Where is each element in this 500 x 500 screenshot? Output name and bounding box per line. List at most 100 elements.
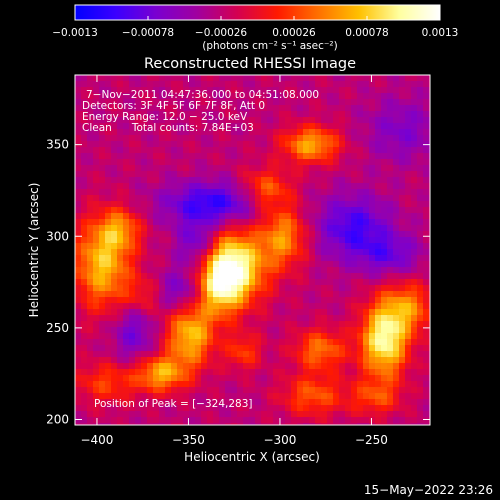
heatmap-cell — [87, 339, 94, 346]
heatmap-cell — [387, 345, 394, 352]
heatmap-cell — [309, 291, 316, 298]
heatmap-cell — [129, 159, 136, 166]
heatmap-cell — [213, 369, 220, 376]
heatmap-cell — [369, 351, 376, 358]
heatmap-cell — [411, 387, 418, 394]
heatmap-cell — [369, 111, 376, 118]
heatmap-cell — [123, 141, 130, 148]
heatmap-cell — [153, 171, 160, 178]
heatmap-cell — [267, 165, 274, 172]
heatmap-cell — [261, 417, 268, 424]
heatmap-cell — [345, 411, 352, 418]
heatmap-cell — [141, 141, 148, 148]
heatmap-cell — [387, 375, 394, 382]
heatmap-cell — [279, 267, 286, 274]
heatmap-cell — [381, 417, 388, 424]
heatmap-cell — [261, 357, 268, 364]
heatmap-cell — [309, 339, 316, 346]
heatmap-cell — [81, 165, 88, 172]
heatmap-cell — [411, 99, 418, 106]
heatmap-cell — [135, 189, 142, 196]
heatmap-cell — [327, 423, 334, 426]
heatmap-cell — [261, 369, 268, 376]
heatmap-cell — [249, 315, 256, 322]
heatmap-cell — [315, 339, 322, 346]
heatmap-cell — [135, 147, 142, 154]
heatmap-cell — [213, 375, 220, 382]
heatmap-cell — [321, 303, 328, 310]
heatmap-cell — [327, 261, 334, 268]
heatmap-cell — [303, 369, 310, 376]
heatmap-cell — [219, 279, 226, 286]
heatmap-cell — [213, 291, 220, 298]
heatmap-cell — [327, 297, 334, 304]
heatmap-cell — [87, 93, 94, 100]
heatmap-cell — [255, 339, 262, 346]
heatmap-cell — [363, 141, 370, 148]
heatmap-cell — [363, 249, 370, 256]
heatmap-cell — [183, 219, 190, 226]
heatmap-cell — [135, 165, 142, 172]
heatmap-cell — [111, 339, 118, 346]
heatmap-cell — [291, 135, 298, 142]
heatmap-cell — [345, 153, 352, 160]
heatmap-cell — [75, 393, 82, 400]
heatmap-cell — [285, 213, 292, 220]
heatmap-cell — [117, 285, 124, 292]
heatmap-cell — [261, 123, 268, 130]
heatmap-cell — [351, 399, 358, 406]
heatmap-cell — [297, 117, 304, 124]
heatmap-cell — [297, 363, 304, 370]
heatmap-cell — [123, 195, 130, 202]
heatmap-cell — [129, 375, 136, 382]
heatmap-cell — [309, 81, 316, 88]
heatmap-cell — [387, 75, 394, 82]
heatmap-cell — [291, 327, 298, 334]
heatmap-cell — [303, 129, 310, 136]
heatmap-cell — [201, 99, 208, 106]
heatmap-cell — [333, 315, 340, 322]
plot-frame — [74, 74, 431, 426]
heatmap-cell — [423, 375, 430, 382]
heatmap-cell — [345, 141, 352, 148]
heatmap-cell — [393, 297, 400, 304]
heatmap-cell — [339, 267, 346, 274]
heatmap-cell — [201, 351, 208, 358]
heatmap-cell — [213, 423, 220, 426]
heatmap-cell — [159, 315, 166, 322]
heatmap-cell — [189, 333, 196, 340]
heatmap-cell — [87, 141, 94, 148]
heatmap-cell — [135, 309, 142, 316]
heatmap-cell — [189, 339, 196, 346]
heatmap-cell — [381, 225, 388, 232]
heatmap-cell — [81, 381, 88, 388]
heatmap-cell — [183, 381, 190, 388]
heatmap-cell — [405, 231, 412, 238]
heatmap-cell — [87, 135, 94, 142]
heatmap-cell — [141, 87, 148, 94]
heatmap-cell — [207, 87, 214, 94]
heatmap-cell — [273, 339, 280, 346]
heatmap-cell — [105, 423, 112, 426]
heatmap-cell — [201, 243, 208, 250]
heatmap-cell — [351, 255, 358, 262]
heatmap-cell — [165, 177, 172, 184]
heatmap-cell — [285, 339, 292, 346]
heatmap-cell — [141, 417, 148, 424]
heatmap-cell — [297, 81, 304, 88]
heatmap-cell — [87, 369, 94, 376]
heatmap-cell — [363, 207, 370, 214]
heatmap-cell — [171, 351, 178, 358]
heatmap-cell — [351, 321, 358, 328]
heatmap-cell — [141, 255, 148, 262]
heatmap-cell — [81, 345, 88, 352]
heatmap-cell — [255, 99, 262, 106]
heatmap-cell — [243, 111, 250, 118]
heatmap-cell — [297, 297, 304, 304]
heatmap-cell — [297, 129, 304, 136]
heatmap-cell — [375, 195, 382, 202]
heatmap-cell — [261, 363, 268, 370]
heatmap-cell — [171, 75, 178, 82]
heatmap-cell — [141, 81, 148, 88]
heatmap-cell — [177, 81, 184, 88]
